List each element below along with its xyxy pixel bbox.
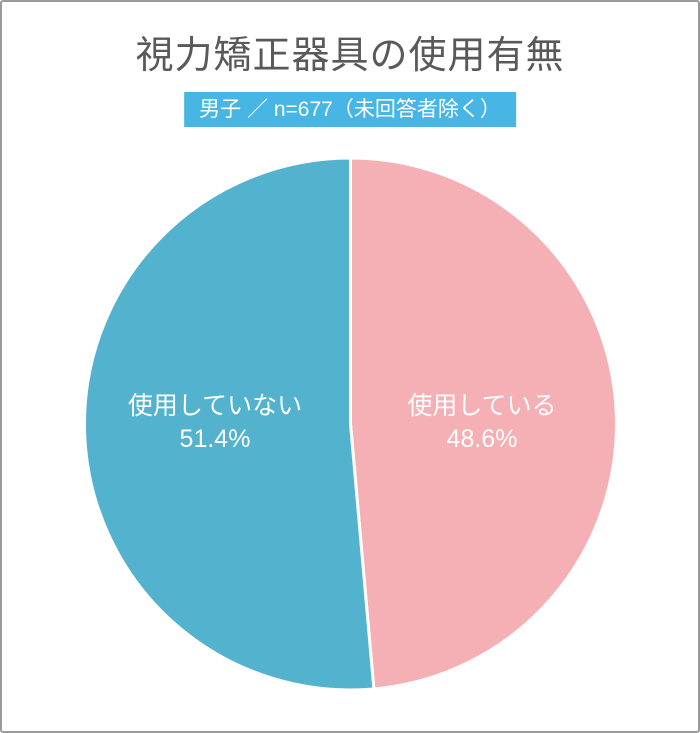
chart-title: 視力矯正器具の使用有無	[135, 35, 565, 77]
pie-slice-1	[82, 156, 376, 692]
pie-slice-0	[349, 156, 618, 691]
sample-badge: 男子 ／ n=677（未回答者除く）	[184, 92, 516, 127]
